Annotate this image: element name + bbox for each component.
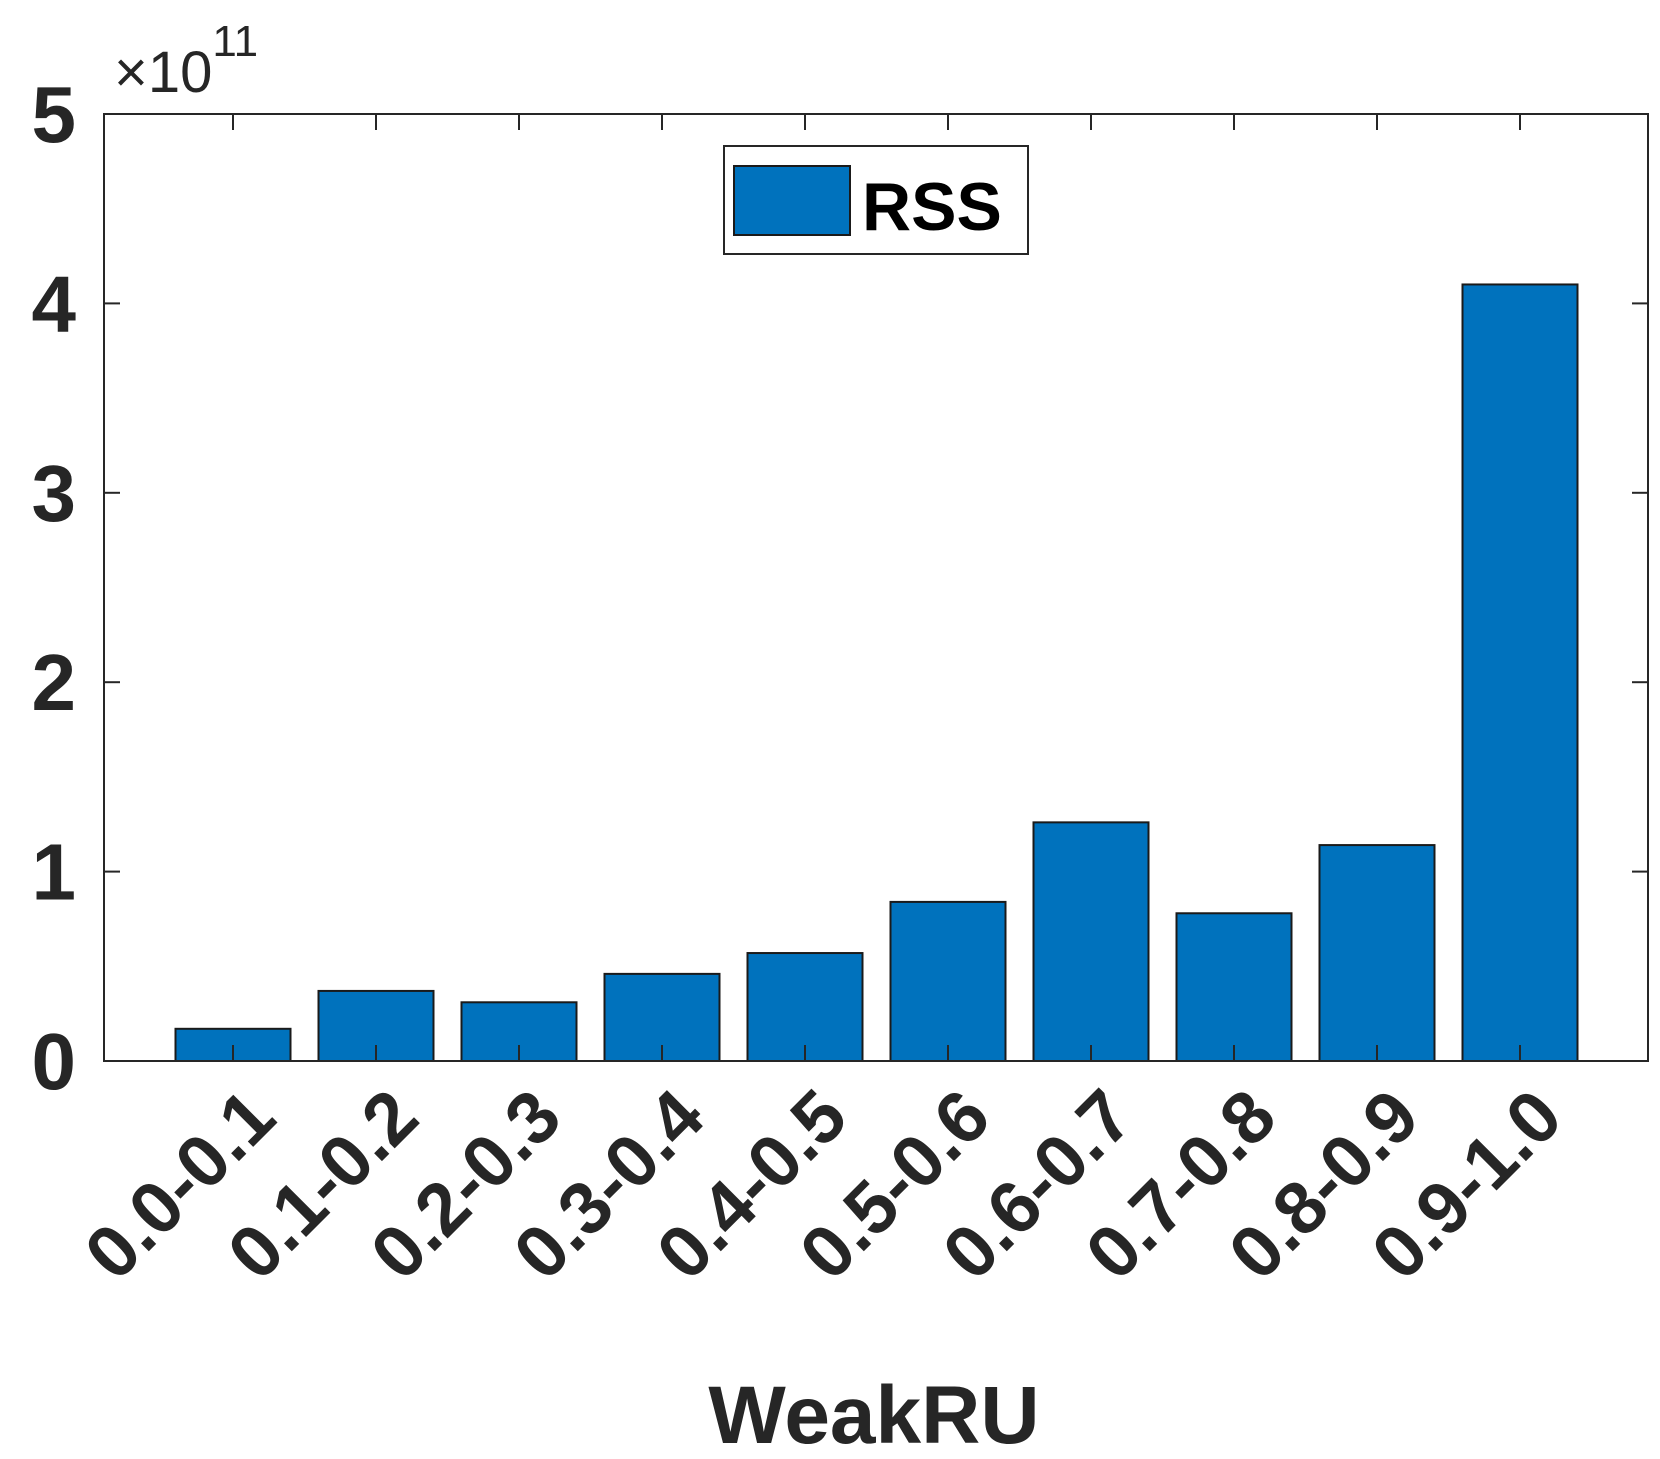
y-exponent: ×1011: [114, 17, 258, 105]
bar-0.7-0.8: [1175, 912, 1293, 1062]
y-exponent-power: 11: [212, 17, 258, 66]
x-tick-labels: 0.0-0.10.1-0.20.2-0.30.3-0.40.4-0.50.5-0…: [69, 1074, 1578, 1296]
bar-0.8-0.9: [1318, 844, 1436, 1062]
legend: RSS: [723, 145, 1029, 255]
y-tick-labels: 0 1 2 3 4 5: [32, 70, 77, 1106]
legend-label: RSS: [862, 169, 1002, 245]
y-tick-label: 4: [32, 259, 77, 348]
legend-swatch: [733, 165, 851, 236]
bar-0.5-0.6: [889, 900, 1007, 1062]
bars-group: [174, 283, 1579, 1063]
y-exponent-multiplier: ×10: [114, 40, 212, 105]
bar-0.4-0.5: [746, 952, 864, 1062]
bar-0.6-0.7: [1032, 821, 1150, 1063]
y-tick-label: 1: [32, 828, 77, 917]
y-tick-label: 2: [32, 638, 77, 727]
y-tick-label: 3: [32, 449, 77, 538]
x-axis-label: WeakRU: [708, 1370, 1039, 1459]
y-tick-label: 0: [32, 1017, 77, 1106]
y-tick-label: 5: [32, 70, 77, 159]
bar-0.9-1.0: [1461, 283, 1579, 1062]
axes-group: [103, 113, 1649, 1062]
axes-box: [103, 113, 1649, 1062]
